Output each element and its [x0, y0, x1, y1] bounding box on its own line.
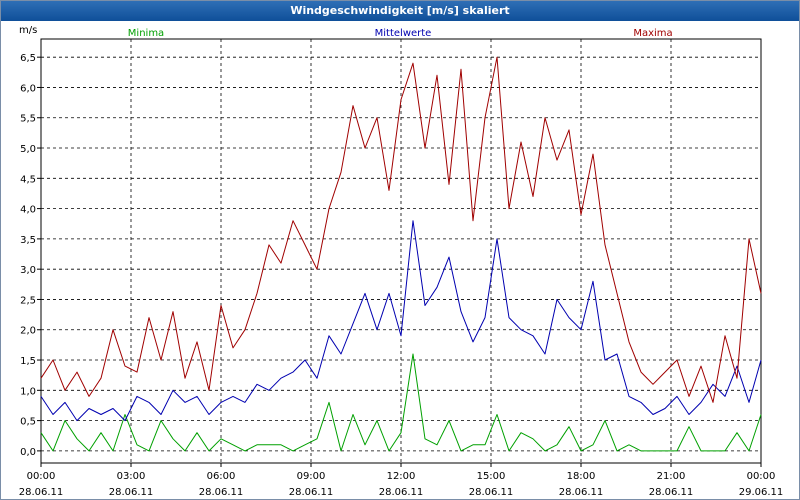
y-tick-label: 1,0: [20, 386, 36, 397]
window-title: Windgeschwindigkeit [m/s] skaliert: [1, 1, 799, 21]
y-tick-label: 3,5: [20, 235, 36, 246]
x-tick-time: 00:00: [27, 471, 56, 482]
y-tick-label: 2,5: [20, 295, 36, 306]
series-line-minima: [40, 353, 762, 452]
x-tick-date: 28.06.11: [289, 487, 334, 498]
wind-speed-chart: 0,0 0,5 1,0 1,5 2,0 2,5 3,0 3,5 4,0 4,5 5,0 5,5 6,0 6…: [19, 25, 784, 498]
y-tick-label: 3,0: [20, 265, 36, 276]
x-tick-time: 03:00: [117, 471, 146, 482]
y-tick-label: 6,5: [20, 53, 36, 64]
series-line-mittelwerte: [40, 220, 762, 422]
x-tick-date: 28.06.11: [19, 487, 64, 498]
y-tick-label: 5,5: [20, 114, 36, 125]
x-tick-time: 21:00: [657, 471, 686, 482]
x-tick-date: 28.06.11: [559, 487, 604, 498]
x-tick-time: 18:00: [567, 471, 596, 482]
x-tick-date: 28.06.11: [649, 487, 694, 498]
y-tick-label: 5,0: [20, 144, 36, 155]
x-tick-time: 00:00: [747, 471, 776, 482]
legend: Minima Mittelwerte Maxima: [128, 28, 673, 39]
x-tick-time: 12:00: [387, 471, 416, 482]
x-tick-date: 28.06.11: [379, 487, 424, 498]
y-axis-label: m/s: [19, 25, 37, 36]
x-tick-date: 29.06.11: [739, 487, 784, 498]
y-tick-label: 0,5: [20, 417, 36, 428]
y-tick-label: 6,0: [20, 83, 36, 94]
x-tick-time: 09:00: [297, 471, 326, 482]
y-tick-label: 4,5: [20, 174, 36, 185]
legend-minima: Minima: [128, 28, 164, 39]
grid: [41, 39, 761, 463]
y-tick-label: 4,0: [20, 205, 36, 216]
series-lines: [40, 56, 762, 452]
x-tick-date: 28.06.11: [109, 487, 154, 498]
y-tick-label: 2,0: [20, 326, 36, 337]
axes: 0,0 0,5 1,0 1,5 2,0 2,5 3,0 3,5 4,0 4,5 5,0 5,5 6,0 6…: [19, 25, 784, 498]
x-tick-date: 28.06.11: [199, 487, 244, 498]
y-tick-label: 0,0: [20, 447, 36, 458]
legend-mittelwerte: Mittelwerte: [375, 28, 432, 39]
x-tick-time: 06:00: [207, 471, 236, 482]
x-tick-date: 28.06.11: [469, 487, 514, 498]
y-tick-label: 1,5: [20, 356, 36, 367]
x-tick-time: 15:00: [477, 471, 506, 482]
series-line-maxima: [40, 56, 762, 403]
legend-maxima: Maxima: [633, 28, 672, 39]
